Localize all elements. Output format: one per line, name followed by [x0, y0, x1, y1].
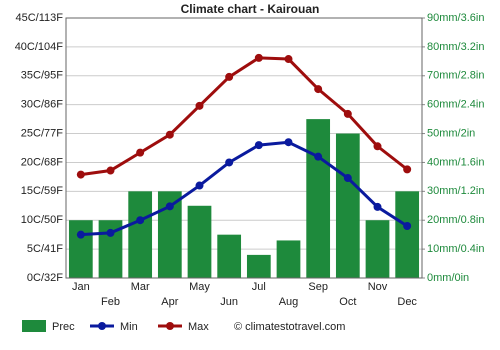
- bar: [246, 254, 271, 278]
- bar: [128, 191, 153, 278]
- x-tick-label: Oct: [339, 296, 356, 308]
- x-tick-label: Mar: [131, 281, 150, 293]
- bar: [187, 205, 212, 278]
- legend-label: Min: [120, 321, 138, 333]
- y2-tick-label: 0mm/0in: [427, 272, 469, 284]
- point: [136, 216, 145, 225]
- point: [343, 174, 352, 183]
- point: [225, 72, 234, 81]
- plot-border: [65, 17, 423, 279]
- x-tick-label: May: [189, 281, 210, 293]
- point: [254, 53, 263, 62]
- point: [136, 148, 145, 157]
- point: [76, 230, 85, 239]
- legend-label: Prec: [52, 321, 75, 333]
- y2-tick-label: 90mm/3.6in: [427, 12, 484, 24]
- y2-tick-label: 20mm/0.8in: [427, 214, 484, 226]
- point: [195, 181, 204, 190]
- line: [80, 140, 408, 237]
- point: [373, 142, 382, 151]
- y2-tick-label: 70mm/2.8in: [427, 70, 484, 82]
- point: [106, 166, 115, 175]
- point: [76, 170, 85, 179]
- legend-swatch: [22, 320, 46, 332]
- bar: [306, 119, 331, 278]
- y-tick-label: 35C/95F: [21, 70, 63, 82]
- x-tick-label: Apr: [161, 296, 178, 308]
- x-tick-label: Jul: [252, 281, 266, 293]
- y2-tick-label: 50mm/2in: [427, 127, 475, 139]
- y-tick-label: 20C/68F: [21, 156, 63, 168]
- line: [80, 56, 409, 177]
- x-tick-label: Feb: [101, 296, 120, 308]
- y-tick-label: 30C/86F: [21, 99, 63, 111]
- legend-label: Max: [188, 321, 209, 333]
- point: [165, 202, 174, 211]
- legend-swatch: [98, 322, 106, 330]
- y2-tick-label: 60mm/2.4in: [427, 99, 484, 111]
- point: [403, 222, 412, 230]
- y-tick-label: 45C/113F: [16, 12, 64, 24]
- point: [284, 138, 293, 147]
- y2-tick-label: 40mm/1.6in: [427, 156, 484, 168]
- x-tick-label: Aug: [279, 296, 299, 308]
- point: [373, 202, 382, 211]
- point: [254, 141, 263, 150]
- credit: © climatestotravel.com: [234, 321, 345, 333]
- y2-tick-label: 10mm/0.4in: [427, 243, 484, 255]
- y-tick-label: 25C/77F: [21, 127, 63, 139]
- y-tick-label: 5C/41F: [27, 243, 63, 255]
- y-tick-label: 10C/50F: [21, 214, 63, 226]
- y2-tick-label: 80mm/3.2in: [427, 41, 484, 53]
- x-tick-label: Sep: [308, 281, 328, 293]
- legend-swatch: [166, 322, 174, 330]
- y-tick-label: 40C/104F: [15, 41, 64, 53]
- y-tick-label: 15C/59F: [21, 185, 63, 197]
- point: [343, 109, 352, 118]
- x-tick-label: Jun: [220, 296, 238, 308]
- y-tick-label: 0C/32F: [27, 272, 63, 284]
- point: [314, 152, 323, 161]
- bar: [68, 220, 93, 278]
- x-tick-label: Dec: [397, 296, 417, 308]
- point: [195, 101, 204, 110]
- point: [314, 85, 323, 94]
- y2-tick-label: 30mm/1.2in: [427, 185, 484, 197]
- x-tick-label: Jan: [72, 281, 90, 293]
- point: [106, 228, 115, 237]
- bar: [157, 191, 182, 278]
- x-tick-label: Nov: [368, 281, 388, 293]
- point: [225, 158, 234, 167]
- point: [403, 165, 412, 174]
- bar: [217, 234, 242, 278]
- bar: [365, 220, 390, 278]
- bar: [395, 191, 420, 278]
- bar: [335, 133, 360, 278]
- chart-title: Climate chart - Kairouan: [181, 2, 320, 16]
- bar: [276, 240, 301, 278]
- point: [284, 55, 293, 64]
- point: [165, 130, 174, 139]
